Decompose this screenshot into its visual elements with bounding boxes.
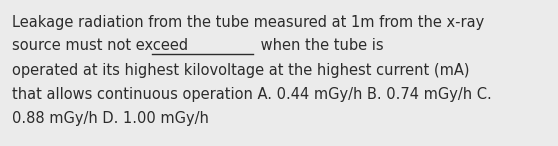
Text: operated at its highest kilovoltage at the highest current (mA): operated at its highest kilovoltage at t… bbox=[12, 62, 469, 78]
Text: that allows continuous operation A. 0.44 mGy/h B. 0.74 mGy/h C.: that allows continuous operation A. 0.44… bbox=[12, 86, 492, 101]
Text: Leakage radiation from the tube measured at 1m from the x-ray: Leakage radiation from the tube measured… bbox=[12, 14, 484, 29]
Text: when the tube is: when the tube is bbox=[256, 39, 384, 53]
Text: source must not exceed: source must not exceed bbox=[12, 39, 193, 53]
Text: 0.88 mGy/h D. 1.00 mGy/h: 0.88 mGy/h D. 1.00 mGy/h bbox=[12, 111, 209, 126]
